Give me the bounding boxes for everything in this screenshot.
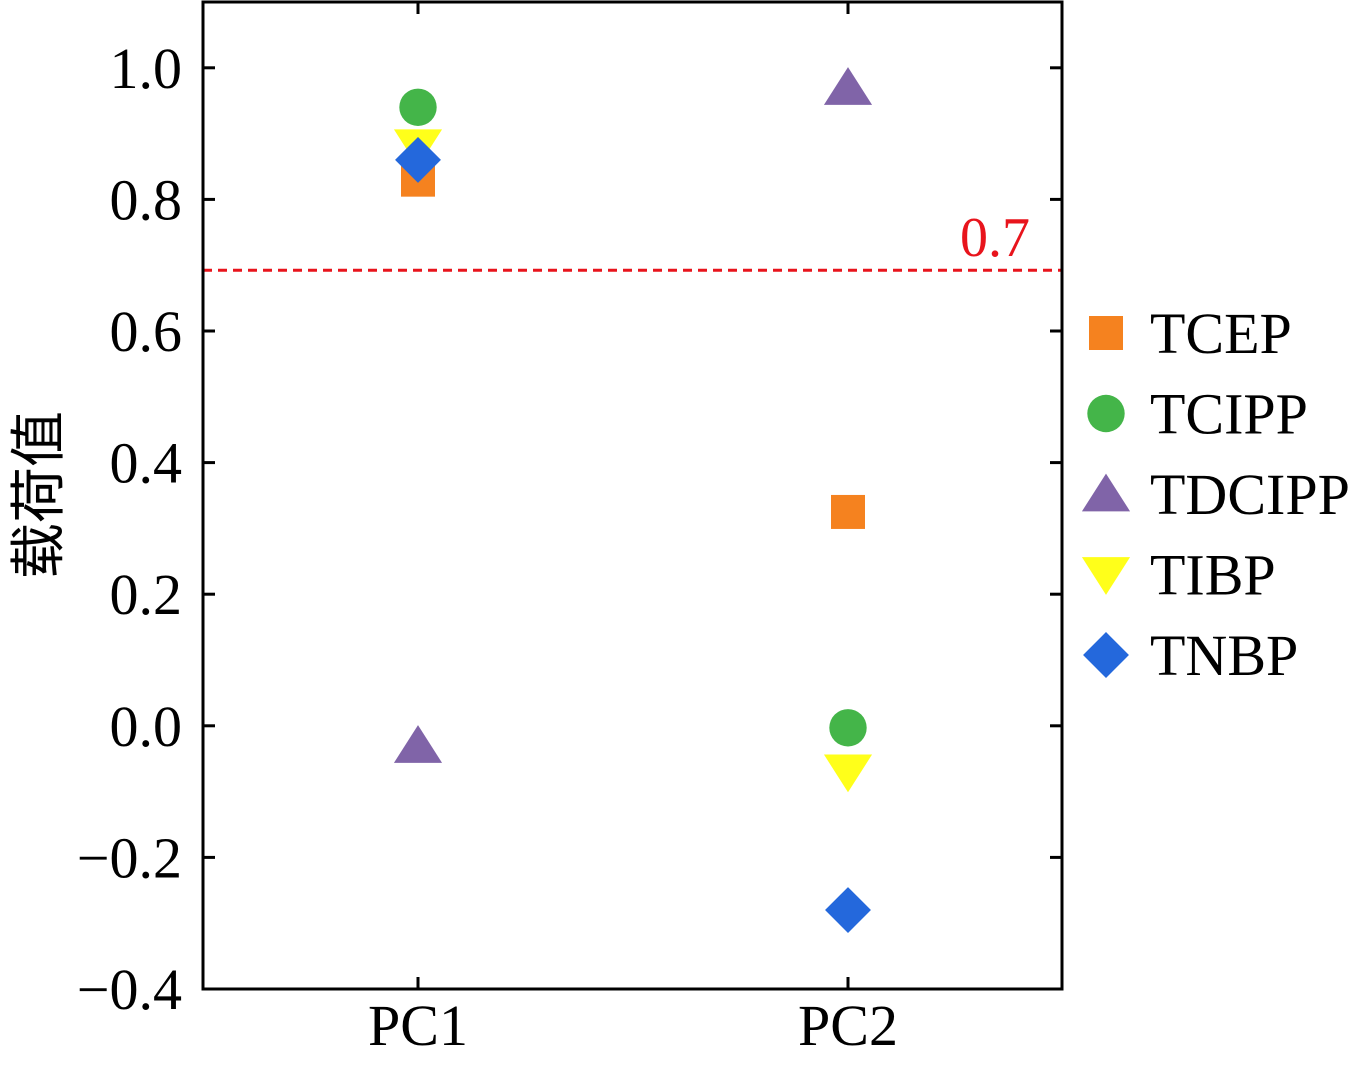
data-point-tnbp-pc2 — [825, 887, 871, 933]
legend-label: TNBP — [1150, 623, 1298, 688]
legend-label: TIBP — [1150, 543, 1276, 608]
y-tick-label: 1.0 — [110, 36, 183, 101]
legend-marker-tcep — [1089, 316, 1123, 350]
x-tick-label: PC1 — [368, 993, 468, 1058]
y-tick-label: 0.4 — [110, 431, 183, 496]
legend-label: TDCIPP — [1150, 462, 1350, 527]
data-point-tnbp-pc1 — [395, 136, 441, 183]
plot-frame — [201, 0, 1064, 991]
legend-marker-tcipp — [1087, 394, 1125, 433]
data-point-tdcipp-pc1 — [393, 725, 443, 763]
y-tick-label: 0.2 — [110, 562, 183, 627]
legend-marker-tdcipp — [1081, 473, 1131, 512]
data-point-tcipp-pc1 — [399, 88, 437, 126]
legend-label: TCEP — [1150, 301, 1292, 366]
legend-label: TCIPP — [1150, 382, 1308, 447]
data-point-tdcipp-pc2 — [823, 67, 873, 105]
x-tick-label: PC2 — [798, 993, 898, 1058]
legend-marker-tibp — [1081, 557, 1131, 595]
y-tick-label: 0.8 — [110, 167, 183, 232]
data-point-tcep-pc2 — [831, 494, 865, 529]
y-tick-label: −0.2 — [77, 825, 182, 890]
y-axis-label: 载荷值 — [7, 411, 72, 579]
y-tick-label: 0.0 — [110, 694, 183, 759]
y-tick-label: 0.6 — [110, 299, 183, 364]
legend: TCEP TCIPP TDCIPP TIBP TNBP — [1081, 301, 1350, 688]
threshold-label: 0.7 — [960, 207, 1030, 269]
y-tick-label: −0.4 — [77, 957, 182, 1022]
data-point-tibp-pc2 — [823, 754, 873, 793]
data-point-tcipp-pc2 — [829, 709, 867, 747]
legend-marker-tnbp — [1083, 632, 1129, 678]
